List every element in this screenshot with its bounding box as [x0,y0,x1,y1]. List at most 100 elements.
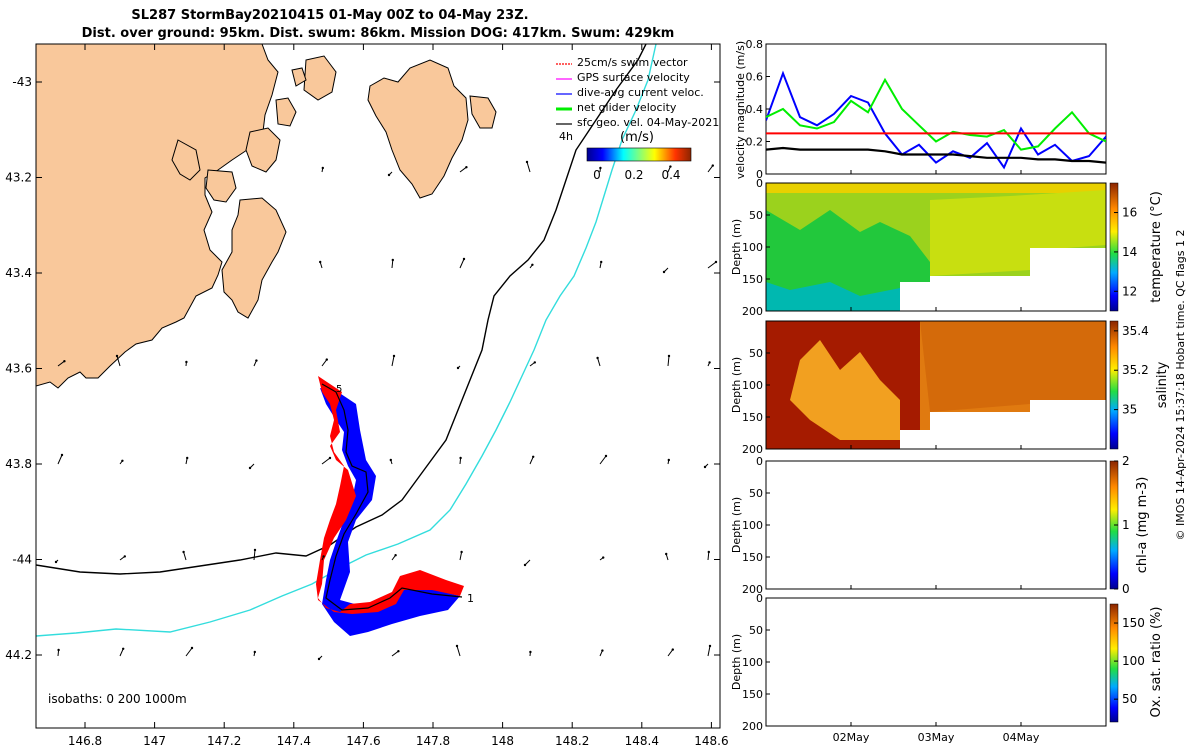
land-tasman [221,197,287,319]
lat-tick-label: 43.2 [5,171,32,185]
geo-arrow-head [669,165,672,168]
land-island-3 [291,67,307,87]
track-label-end: 5 [336,384,342,395]
salinity-colorbar-ticks: 35 35.2 35.4 [1114,324,1149,417]
lat-tick-label: -44 [12,553,32,567]
velocity-series-line [766,146,1106,164]
geo-arrow-head [60,453,64,457]
chla-ytick-label: 0 [756,455,763,468]
temperature-panel: 0 50 100 150 200 Depth (m) 12 14 16 temperatur… [730,177,1164,318]
velocity-yticks: 0 0.2 0.4 0.6 0.8 [746,38,770,181]
track-line [321,383,463,611]
oxygen-ylabel: Depth (m) [730,634,743,690]
geo-arrow-head [123,555,127,558]
geo-arrow [707,645,711,657]
salinity-panel: 50 100 150 200 Depth (m) 35 35.2 35.4 salinit… [730,320,1170,456]
map-lat-ticks: -43 43.2 43.4 43.6 43.8 -44 44.2 [5,75,720,662]
legend-item-current: dive-avg current veloc. [556,86,704,99]
geo-arrow [667,355,670,367]
velocity-series [766,70,1106,170]
geo-arrow-head [523,563,527,567]
chla-ytick-label: 100 [742,519,763,532]
oxygen-ytick-label: 100 [742,656,763,669]
geo-arrow-head [397,650,400,653]
geo-arrow-head [711,164,714,167]
velocity-ytick-label: 0 [756,168,763,181]
velocity-ytick-label: 0.2 [746,136,764,149]
oxygen-colorbar [1109,603,1119,723]
geo-arrow [57,454,63,465]
salinity-ytick-label: 50 [749,347,763,360]
velocity-series-line [766,70,1106,170]
geo-arrow [707,261,717,269]
chla-yticks: 0 50 100 150 200 [742,455,770,596]
lon-tick-label: 147 [143,734,166,748]
chla-colorbar-ticks: 0 1 2 [1114,454,1130,596]
velocity-ylabel: velocity magnitude (m/s) [734,41,747,179]
geo-arrow-head [63,360,66,363]
geo-arrow [183,551,187,561]
geo-arrow-head [391,258,394,262]
geo-arrow-head [708,361,711,364]
geo-arrow-head [531,263,534,266]
time-tick-label: 03May [918,731,955,744]
geo-arrow-head [185,360,188,364]
temp-no-data-right [1030,248,1106,276]
oxygen-ytick-label: 0 [756,592,763,605]
geo-arrow-head [253,650,256,654]
legend-label-net: net glider velocity [577,101,677,114]
geo-arrow-head [665,552,668,556]
geo-arrow [57,360,65,367]
geo-arrow [599,455,607,465]
legend-label-current: dive-avg current veloc. [577,86,704,99]
lon-tick-label: 148 [491,734,514,748]
temperature-yticks: 0 50 100 150 200 [742,177,770,318]
chla-ctick-label: 2 [1122,454,1130,468]
track-label-start: 1 [467,592,474,605]
legend-item-gps: GPS surface velocity [556,71,690,84]
geo-arrow-head [604,454,608,458]
geo-arrow-head [387,173,391,177]
colorbar-unit: (m/s) [620,130,654,145]
temp-no-data-edge [900,282,930,311]
temp-cold-region [766,210,930,311]
chla-ctick-label: 0 [1122,582,1130,596]
land-island-1 [245,127,281,173]
lat-tick-label: -43 [12,75,32,89]
isobath-1000m [36,44,657,637]
geo-arrow-head [394,554,397,557]
geo-arrow [391,355,395,367]
title-line-1: SL287 StormBay20210415 01-May 00Z to 04-… [131,8,528,23]
geo-arrow-head [248,466,252,470]
geo-arrow-head [600,260,603,264]
geo-arrow-head [319,260,322,264]
geo-arrow-head [703,465,707,469]
geo-arrow [707,551,710,561]
chla-ylabel: Depth (m) [730,497,743,553]
oxygen-ctick-label: 100 [1122,654,1145,668]
geo-arrow-head [456,366,460,370]
geo-arrow-head [328,456,332,460]
isobath-200m [36,44,647,575]
land-peninsula-a [171,139,201,181]
chla-colorbar-label: chl-a (mg m-3) [1135,477,1150,574]
chla-ytick-label: 50 [749,487,763,500]
geo-arrow-head [662,270,666,274]
colorbar-tick-2: 0.4 [661,168,680,182]
geo-arrow-head [596,356,599,360]
velocity-ytick-label: 0.4 [746,103,764,116]
chla-ctick-label: 1 [1122,518,1130,532]
salinity-ytick-label: 150 [742,411,763,424]
lat-tick-label: 44.2 [5,648,32,662]
sal-orange-right [920,321,1106,412]
legend-item-net: net glider velocity [556,101,677,114]
map-legend: 25cm/s swim vector GPS surface velocity … [556,56,719,182]
geo-arrow [529,456,534,465]
oxygen-ctick-label: 150 [1122,616,1145,630]
temperature-ylabel: Depth (m) [730,219,743,275]
geo-arrow-head [714,260,718,264]
legend-label-geo: sfc geo. vel. 04-May-2021 [577,116,719,129]
salinity-colorbar [1109,320,1119,450]
speed-colorbar [586,147,692,162]
temp-surface-band [766,183,1106,193]
